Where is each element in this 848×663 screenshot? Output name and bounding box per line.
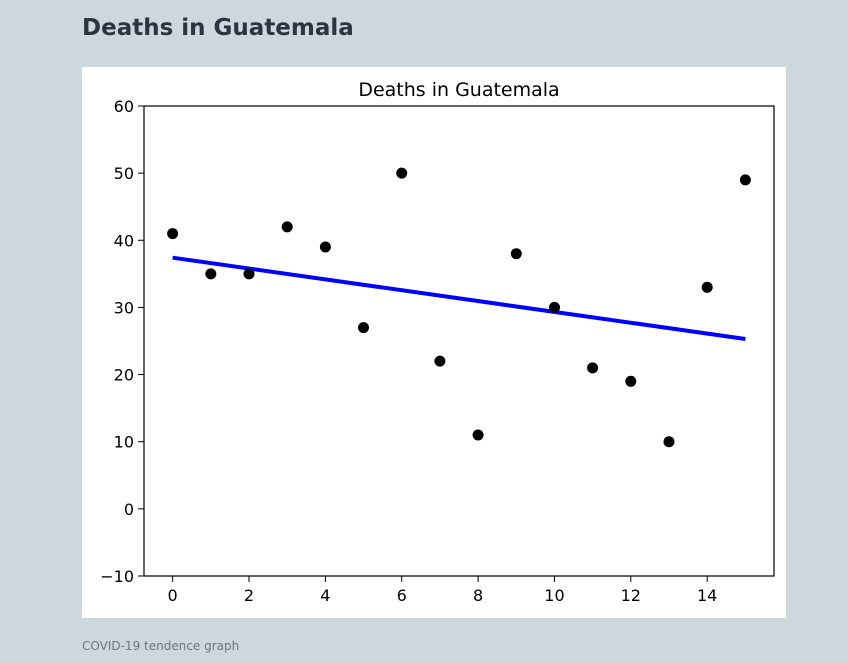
data-point xyxy=(701,281,713,293)
trend-line xyxy=(172,255,746,341)
data-point xyxy=(358,322,369,334)
y-tick-label: 0 xyxy=(124,500,134,519)
data-point xyxy=(663,436,675,448)
x-tick-label: 4 xyxy=(320,586,330,605)
data-point xyxy=(434,355,446,367)
data-point xyxy=(472,429,484,441)
data-point xyxy=(167,228,179,240)
x-tick-label: 2 xyxy=(244,586,254,605)
chart-caption: COVID-19 tendence graph xyxy=(82,639,240,653)
chart-figure: Deaths in Guatemala −10 0 10 20 30 40 50 60 0 2 4… xyxy=(82,67,786,618)
y-tick-label: 10 xyxy=(114,433,134,452)
data-point xyxy=(625,375,637,387)
fit-lines xyxy=(172,255,746,341)
x-axis-ticks: 0 2 4 6 8 10 12 14 xyxy=(168,576,717,605)
data-point xyxy=(319,241,331,253)
chart-title: Deaths in Guatemala xyxy=(358,79,559,101)
scatter-chart: Deaths in Guatemala −10 0 10 20 30 40 50 60 0 2 4… xyxy=(100,79,775,605)
y-tick-label: −10 xyxy=(100,567,134,586)
data-point xyxy=(587,362,599,374)
y-tick-label: 50 xyxy=(114,164,134,183)
x-tick-label: 0 xyxy=(168,586,178,605)
x-tick-label: 6 xyxy=(397,586,407,605)
y-axis-ticks: −10 0 10 20 30 40 50 60 xyxy=(100,97,144,586)
data-point xyxy=(396,167,408,179)
page-title: Deaths in Guatemala xyxy=(82,15,354,41)
y-tick-label: 30 xyxy=(114,298,134,317)
y-tick-label: 60 xyxy=(114,97,134,116)
x-tick-label: 12 xyxy=(621,586,641,605)
data-point xyxy=(549,301,560,313)
data-point xyxy=(739,174,751,186)
x-tick-label: 14 xyxy=(697,586,717,605)
y-tick-label: 20 xyxy=(114,366,134,385)
plot-frame xyxy=(143,105,775,577)
y-tick-label: 40 xyxy=(114,231,134,250)
data-point xyxy=(205,268,217,280)
plot-area xyxy=(144,106,774,576)
data-point xyxy=(243,268,255,280)
x-tick-label: 8 xyxy=(473,586,483,605)
data-point xyxy=(281,221,293,233)
x-tick-label: 10 xyxy=(544,586,564,605)
data-point xyxy=(510,248,522,260)
data-points xyxy=(167,167,751,448)
